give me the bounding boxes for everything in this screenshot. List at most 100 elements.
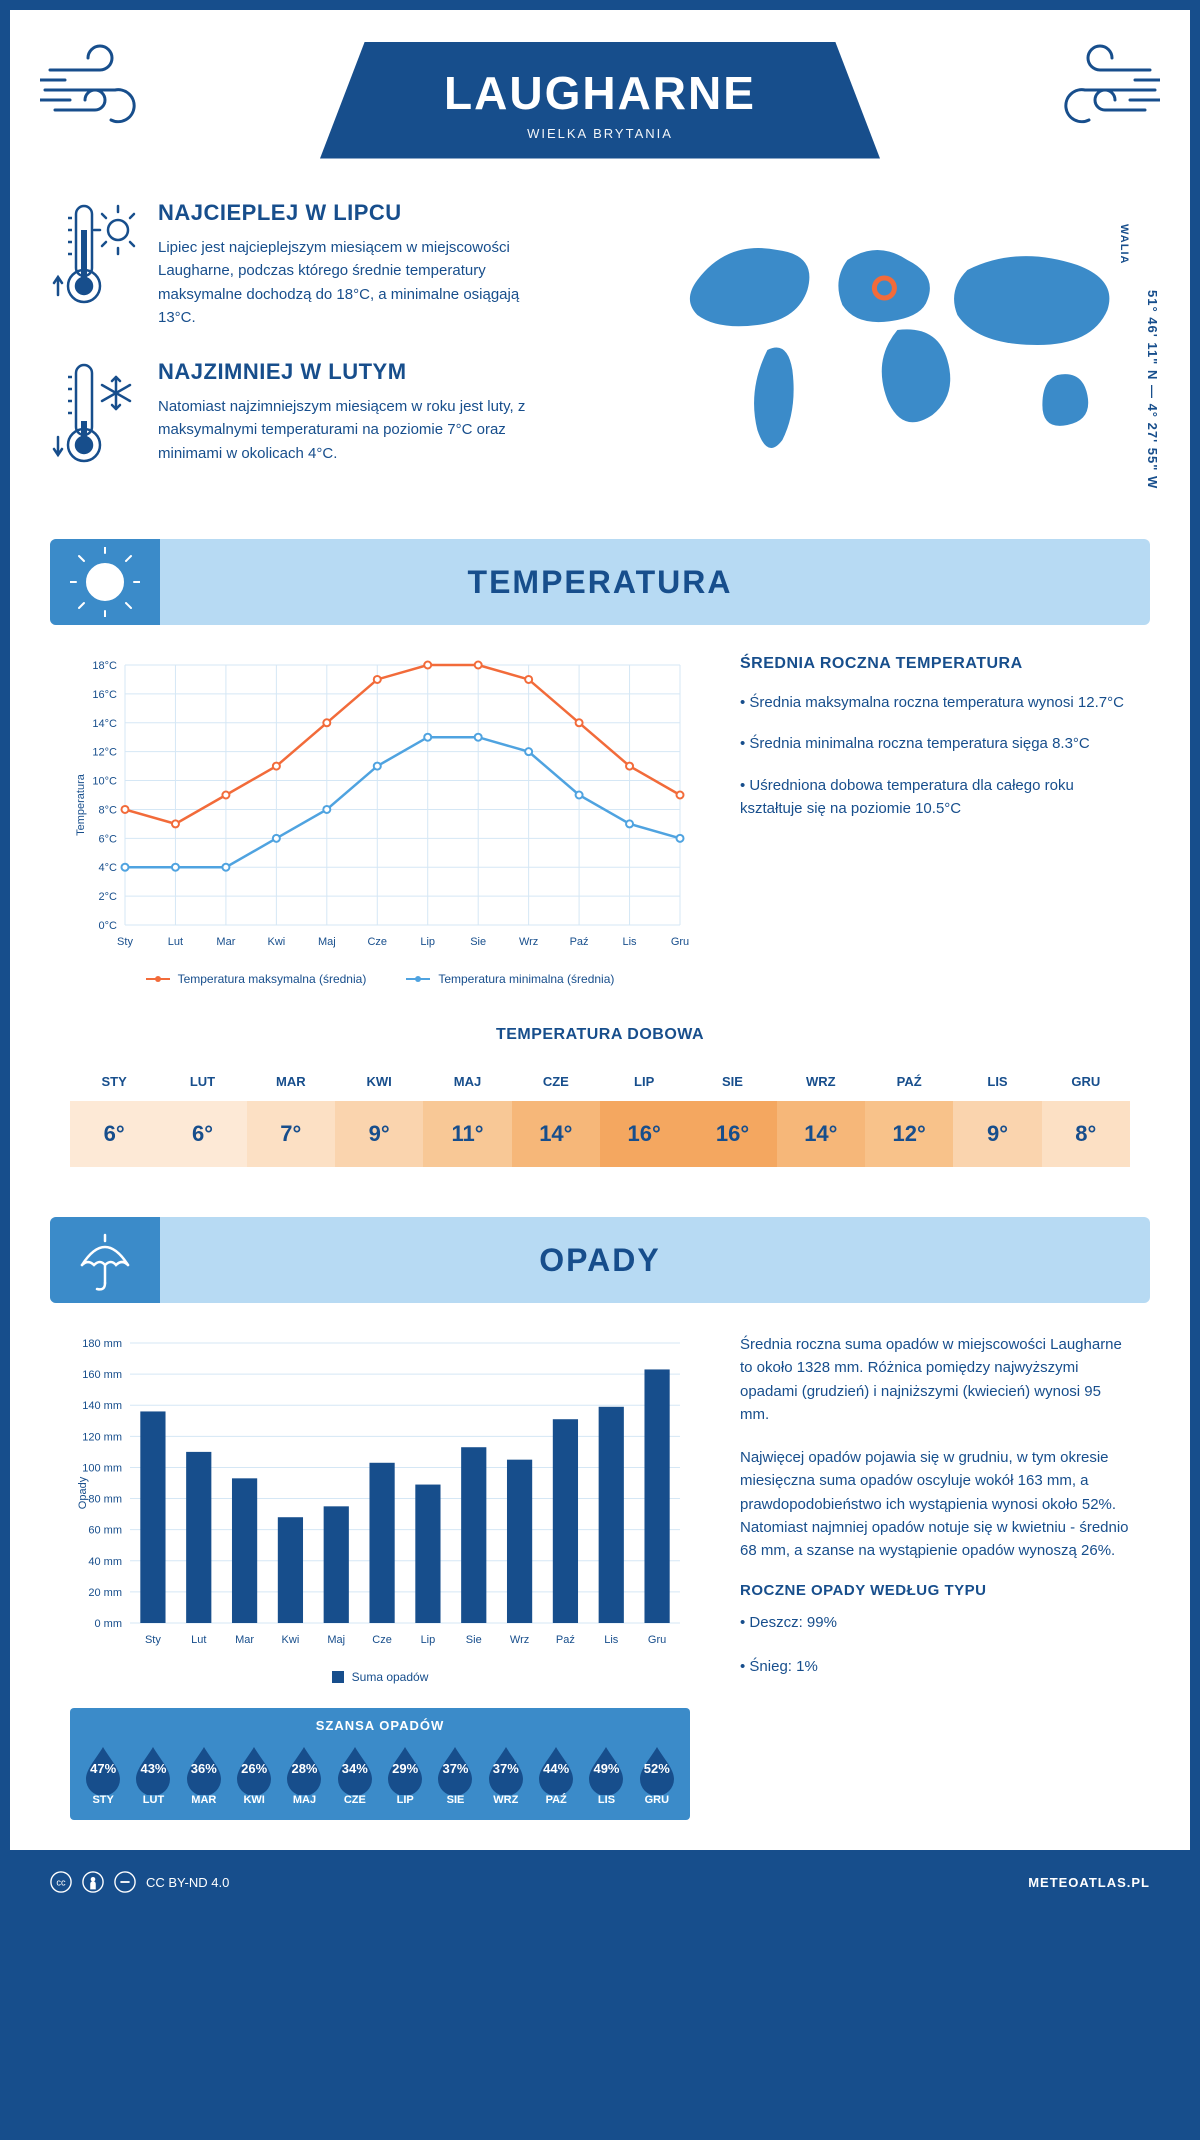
legend-max: Temperatura maksymalna (średnia) — [146, 972, 367, 986]
chance-title: SZANSA OPADÓW — [70, 1708, 690, 1743]
daily-month-header: LUT — [158, 1062, 246, 1101]
license-text: CC BY-ND 4.0 — [146, 1875, 229, 1890]
daily-month-header: STY — [70, 1062, 158, 1101]
daily-temperature-table: STYLUTMARKWIMAJCZELIPSIEWRZPAŹLISGRU6°6°… — [70, 1062, 1130, 1167]
temperature-line-chart: 0°C2°C4°C6°C8°C10°C12°C14°C16°C18°CStyLu… — [70, 655, 690, 986]
daily-temp-cell: 11° — [423, 1101, 511, 1167]
svg-text:Paź: Paź — [556, 1634, 575, 1646]
header: LAUGHARNE WIELKA BRYTANIA — [10, 10, 1190, 190]
daily-temp-cell: 9° — [953, 1101, 1041, 1167]
svg-text:4°C: 4°C — [99, 862, 118, 874]
thermometer-cold-icon — [50, 359, 140, 469]
svg-text:140 mm: 140 mm — [82, 1400, 122, 1412]
chance-drop: 52%GRU — [634, 1743, 680, 1806]
svg-text:16°C: 16°C — [92, 689, 117, 701]
chance-drop: 37%SIE — [432, 1743, 478, 1806]
country-name: WIELKA BRYTANIA — [400, 126, 800, 141]
svg-text:Kwi: Kwi — [282, 1634, 300, 1646]
svg-text:60 mm: 60 mm — [88, 1525, 122, 1537]
svg-text:Sie: Sie — [470, 936, 486, 948]
chance-drop: 37%WRZ — [483, 1743, 529, 1806]
svg-text:40 mm: 40 mm — [88, 1556, 122, 1568]
svg-text:Kwi: Kwi — [267, 936, 285, 948]
license-badge: cc CC BY-ND 4.0 — [50, 1871, 229, 1893]
sun-icon — [50, 539, 160, 625]
fact-coldest: NAJZIMNIEJ W LUTYM Natomiast najzimniejs… — [50, 359, 605, 469]
svg-text:Lut: Lut — [191, 1634, 206, 1646]
chance-drop: 29%LIP — [382, 1743, 428, 1806]
svg-text:Wrz: Wrz — [510, 1634, 529, 1646]
svg-text:0°C: 0°C — [99, 920, 118, 932]
svg-text:Sie: Sie — [466, 1634, 482, 1646]
chance-drop: 28%MAJ — [281, 1743, 327, 1806]
precip-types: ROCZNE OPADY WEDŁUG TYPU • Deszcz: 99% •… — [740, 1582, 1130, 1679]
city-name: LAUGHARNE — [400, 66, 800, 120]
thermometer-hot-icon — [50, 200, 140, 310]
fact-hottest: NAJCIEPLEJ W LIPCU Lipiec jest najcieple… — [50, 200, 605, 329]
svg-text:100 mm: 100 mm — [82, 1462, 122, 1474]
svg-text:Lip: Lip — [421, 1634, 436, 1646]
temp-averages-text: ŚREDNIA ROCZNA TEMPERATURA • Średnia mak… — [740, 655, 1130, 986]
site-credit: METEOATLAS.PL — [1028, 1875, 1150, 1890]
wind-deco-left-icon — [40, 40, 180, 140]
svg-text:Sty: Sty — [145, 1634, 161, 1646]
svg-text:Sty: Sty — [117, 936, 133, 948]
section-title-temp-text: TEMPERATURA — [468, 564, 733, 601]
daily-temp-cell: 6° — [158, 1101, 246, 1167]
legend-precip: Suma opadów — [332, 1670, 429, 1684]
fact-hot-body: Lipiec jest najcieplejszym miesiącem w m… — [158, 236, 538, 329]
svg-text:10°C: 10°C — [92, 776, 117, 788]
daily-month-header: GRU — [1042, 1062, 1130, 1101]
coordinates: 51° 46' 11" N — 4° 27' 55" W — [1145, 290, 1160, 489]
svg-text:Paź: Paź — [570, 936, 589, 948]
chance-drop: 36%MAR — [181, 1743, 227, 1806]
svg-text:Lis: Lis — [604, 1634, 619, 1646]
daily-month-header: PAŹ — [865, 1062, 953, 1101]
chance-drop: 44%PAŹ — [533, 1743, 579, 1806]
svg-text:2°C: 2°C — [99, 891, 118, 903]
daily-month-header: WRZ — [777, 1062, 865, 1101]
chance-drop: 43%LUT — [130, 1743, 176, 1806]
svg-text:Mar: Mar — [235, 1634, 254, 1646]
svg-text:Cze: Cze — [372, 1634, 392, 1646]
daily-month-header: MAJ — [423, 1062, 511, 1101]
chance-drop: 34%CZE — [332, 1743, 378, 1806]
daily-temp-cell: 12° — [865, 1101, 953, 1167]
svg-text:8°C: 8°C — [99, 804, 118, 816]
precip-chance-panel: SZANSA OPADÓW 47%STY43%LUT36%MAR26%KWI28… — [70, 1708, 690, 1820]
svg-text:Maj: Maj — [318, 936, 336, 948]
svg-text:Opady: Opady — [77, 1476, 89, 1509]
legend-min: Temperatura minimalna (średnia) — [406, 972, 614, 986]
svg-text:Gru: Gru — [648, 1634, 666, 1646]
title-ribbon: LAUGHARNE WIELKA BRYTANIA — [320, 42, 880, 159]
svg-text:Temperatura: Temperatura — [75, 773, 87, 836]
daily-month-header: LIP — [600, 1062, 688, 1101]
daily-temp-cell: 14° — [777, 1101, 865, 1167]
svg-text:120 mm: 120 mm — [82, 1431, 122, 1443]
daily-month-header: KWI — [335, 1062, 423, 1101]
precip-text: Średnia roczna suma opadów w miejscowośc… — [740, 1333, 1130, 1820]
daily-temp-title: TEMPERATURA DOBOWA — [10, 1026, 1190, 1044]
svg-text:12°C: 12°C — [92, 747, 117, 759]
daily-temp-cell: 16° — [600, 1101, 688, 1167]
daily-temp-cell: 14° — [512, 1101, 600, 1167]
svg-text:Wrz: Wrz — [519, 936, 538, 948]
fact-cold-title: NAJZIMNIEJ W LUTYM — [158, 359, 538, 385]
svg-text:0 mm: 0 mm — [95, 1618, 123, 1630]
footer: cc CC BY-ND 4.0 METEOATLAS.PL — [10, 1850, 1190, 1914]
daily-month-header: SIE — [688, 1062, 776, 1101]
daily-temp-cell: 7° — [247, 1101, 335, 1167]
daily-temp-cell: 16° — [688, 1101, 776, 1167]
svg-text:20 mm: 20 mm — [88, 1587, 122, 1599]
daily-temp-cell: 8° — [1042, 1101, 1130, 1167]
region-label: WALIA — [1118, 224, 1130, 264]
svg-text:14°C: 14°C — [92, 718, 117, 730]
wind-deco-right-icon — [1020, 40, 1160, 140]
svg-text:Gru: Gru — [671, 936, 689, 948]
svg-text:Lis: Lis — [623, 936, 638, 948]
umbrella-icon — [50, 1217, 160, 1303]
chance-drop: 47%STY — [80, 1743, 126, 1806]
svg-text:Maj: Maj — [327, 1634, 345, 1646]
chance-drop: 49%LIS — [583, 1743, 629, 1806]
world-map: WALIA 51° 46' 11" N — 4° 27' 55" W — [645, 200, 1150, 499]
